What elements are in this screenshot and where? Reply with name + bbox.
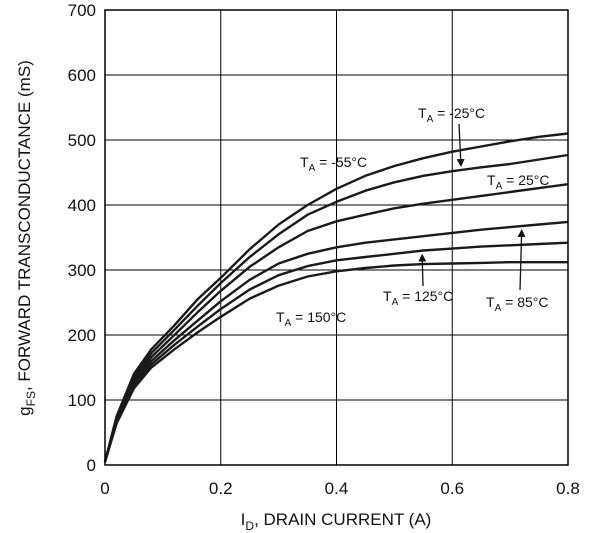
annotation-arrow xyxy=(418,253,427,287)
annotation-arrow xyxy=(517,229,526,291)
y-tick-label: 200 xyxy=(68,326,96,345)
x-axis-title: ID, DRAIN CURRENT (A) xyxy=(241,510,432,533)
series-line-5 xyxy=(103,261,568,463)
y-tick-label: 700 xyxy=(68,1,96,20)
y-tick-label: 600 xyxy=(68,66,96,85)
y-tick-label: 100 xyxy=(68,391,96,410)
series-line-4 xyxy=(103,241,569,463)
series-label: TA = -25°C xyxy=(418,105,485,125)
x-tick-label: 0.8 xyxy=(556,479,580,498)
x-tick-label: 0.4 xyxy=(325,479,349,498)
series-line-0 xyxy=(103,132,569,463)
x-tick-label: 0.6 xyxy=(440,479,464,498)
y-tick-label: 300 xyxy=(68,261,96,280)
annotation-arrow xyxy=(456,123,465,168)
series-label: TA = 85°C xyxy=(486,294,548,314)
grid xyxy=(105,10,568,465)
x-tick-label: 0.2 xyxy=(209,479,233,498)
annotations: TA = -55°C TA = -25°C TA = 25°C TA = 125°C T… xyxy=(276,105,549,329)
series-line-2 xyxy=(103,183,569,463)
series-label: TA = 150°C xyxy=(276,309,346,329)
plot-frame xyxy=(104,9,569,466)
curves xyxy=(103,132,569,463)
series-label: TA = 125°C xyxy=(383,288,453,308)
series-line-1 xyxy=(103,153,569,463)
y-tick-label: 400 xyxy=(68,196,96,215)
x-tick-label: 0 xyxy=(100,479,109,498)
series-line-3 xyxy=(103,220,569,463)
tick-labels: 0 0.2 0.4 0.6 0.8 0 100 200 300 400 500 600 700 xyxy=(68,1,580,498)
y-tick-label: 500 xyxy=(68,131,96,150)
y-tick-label: 0 xyxy=(87,456,96,475)
series-label: TA = -55°C xyxy=(300,154,367,174)
series-label: TA = 25°C xyxy=(487,172,549,192)
y-axis-title: gFS, FORWARD TRANSCONDUCTANCE (mS) xyxy=(15,60,38,416)
